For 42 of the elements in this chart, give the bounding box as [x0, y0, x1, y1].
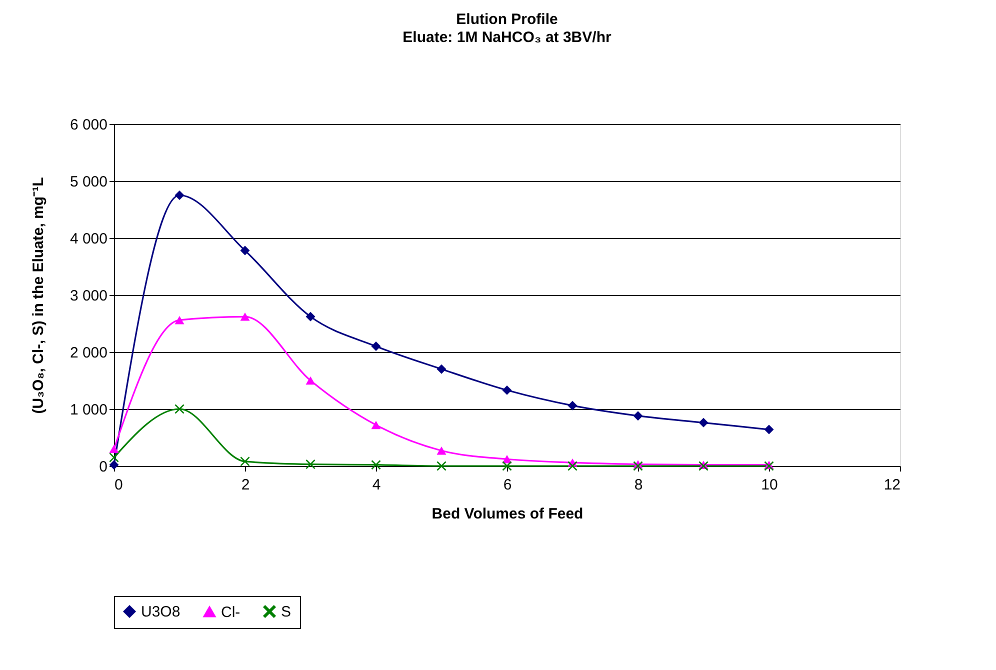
chart-title: Elution Profile	[456, 11, 558, 28]
y-tick-label: 2 000	[70, 344, 108, 362]
point	[240, 246, 250, 256]
point	[306, 460, 316, 470]
y-tick-label: 1 000	[70, 402, 108, 418]
x-axis-title: Bed Volumes of Feed	[432, 506, 584, 522]
y-tick-label: 5 000	[70, 174, 108, 190]
x-tick-label: 8	[634, 476, 643, 494]
point	[371, 420, 381, 430]
x-tick-label: 10	[761, 476, 778, 494]
y-tick-label: 0	[99, 458, 108, 476]
point	[306, 376, 316, 385]
x-tick-label: 4	[372, 476, 381, 494]
point	[109, 452, 119, 462]
point	[174, 316, 184, 324]
point	[568, 400, 578, 410]
point	[306, 312, 316, 322]
point	[109, 444, 119, 454]
legend-label: S	[281, 604, 292, 621]
point	[436, 446, 446, 455]
y-tick-label: 4 000	[70, 230, 108, 248]
y-axis-title: (U₃O₈, Cl-, S) in the Eluate, mg⁻¹L	[30, 177, 47, 414]
x-tick-label: 6	[503, 476, 512, 494]
x-tick-label: 2	[241, 476, 250, 494]
point	[174, 190, 184, 200]
chart-subtitle: Eluate: 1M NaHCO₃ at 3BV/hr	[402, 29, 612, 46]
point	[633, 411, 643, 421]
point	[240, 456, 250, 466]
point	[436, 364, 446, 374]
point	[502, 385, 512, 395]
x-tick-label: 12	[884, 476, 900, 494]
legend-label: U3O8	[141, 604, 180, 621]
point	[698, 418, 708, 428]
point	[240, 312, 250, 321]
y-tick-label: 3 000	[70, 288, 108, 304]
point	[371, 460, 381, 470]
legend-label: Cl-	[221, 604, 240, 621]
point	[502, 455, 512, 464]
point	[371, 342, 381, 352]
point	[764, 424, 774, 434]
y-tick-label: 6 000	[70, 116, 108, 134]
x-tick-label: 0	[114, 476, 123, 494]
